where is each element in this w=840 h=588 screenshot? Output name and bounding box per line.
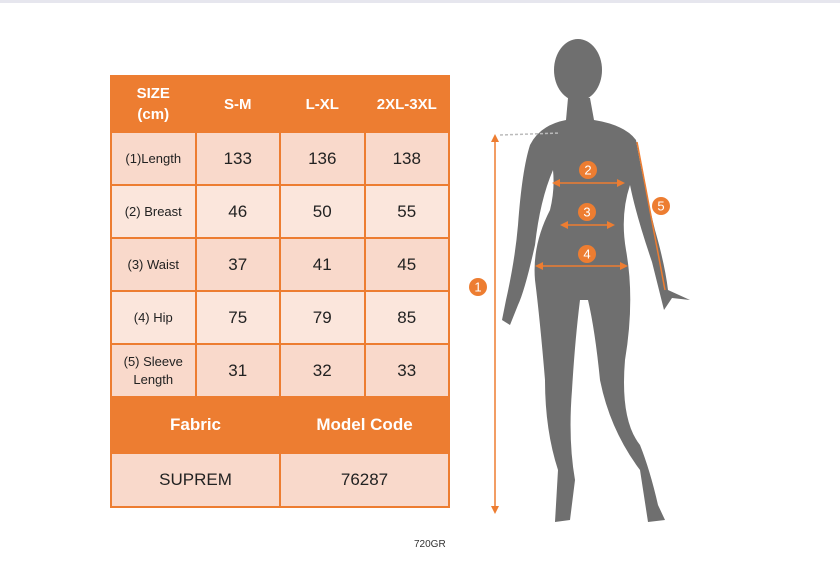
marker-label: 2: [584, 163, 591, 178]
row-label: (5) Sleeve Length: [112, 345, 195, 396]
measure-lines: [491, 132, 666, 514]
size-row: (5) Sleeve Length 31 32 33: [112, 345, 448, 396]
marker-label: 3: [583, 205, 590, 220]
size-row: (4) Hip 75 79 85: [112, 292, 448, 343]
size-table: SIZE (cm) S-M L-XL 2XL-3XL (1)Length 133 1…: [110, 75, 450, 508]
footer-cell: SUPREM: [112, 454, 279, 506]
size-value: 50: [281, 186, 364, 237]
caption: 720GR: [414, 539, 446, 550]
marker-circle: [469, 278, 487, 296]
markers: 1 2 3 4 5: [469, 161, 670, 296]
marker-label: 1: [474, 280, 481, 295]
size-value: 55: [365, 186, 448, 237]
row-label: (3) Waist: [112, 239, 195, 290]
header-cell: L-XL: [281, 77, 364, 131]
marker-label: 5: [657, 199, 664, 214]
silhouette: [502, 39, 690, 522]
row-label: (4) Hip: [112, 292, 195, 343]
marker-circle: [578, 203, 596, 221]
footer-row: SUPREM 76287: [112, 454, 448, 506]
size-value: 136: [281, 133, 364, 184]
size-value: 41: [281, 239, 364, 290]
size-value: 31: [196, 345, 279, 396]
row-label: (2) Breast: [112, 186, 195, 237]
size-row: (2) Breast 46 50 55: [112, 186, 448, 237]
size-value: 46: [196, 186, 279, 237]
size-value: 37: [196, 239, 279, 290]
size-value: 32: [281, 345, 364, 396]
header-cell: S-M: [196, 77, 279, 131]
size-value: 45: [365, 239, 448, 290]
footer-header-cell: Fabric: [112, 398, 279, 452]
footer-header-cell: Model Code: [281, 398, 448, 452]
header-row: SIZE (cm) S-M L-XL 2XL-3XL: [112, 77, 448, 131]
footer-cell: 76287: [281, 454, 448, 506]
size-value: 75: [196, 292, 279, 343]
header-cell: 2XL-3XL: [365, 77, 448, 131]
size-value: 138: [365, 133, 448, 184]
row-label: (1)Length: [112, 133, 195, 184]
size-row: (3) Waist 37 41 45: [112, 239, 448, 290]
footer-header: Fabric Model Code: [112, 398, 448, 452]
marker-circle: [579, 161, 597, 179]
marker-label: 4: [583, 247, 590, 262]
marker-circle: [578, 245, 596, 263]
header-cell: SIZE (cm): [112, 77, 195, 131]
size-value: 33: [365, 345, 448, 396]
size-value: 85: [365, 292, 448, 343]
marker-circle: [652, 197, 670, 215]
size-row: (1)Length 133 136 138: [112, 133, 448, 184]
top-border: [0, 0, 840, 3]
size-value: 133: [196, 133, 279, 184]
size-value: 79: [281, 292, 364, 343]
table-body: (1)Length 133 136 138 (2) Breast 46 50 55 (3) Wa…: [112, 133, 448, 396]
